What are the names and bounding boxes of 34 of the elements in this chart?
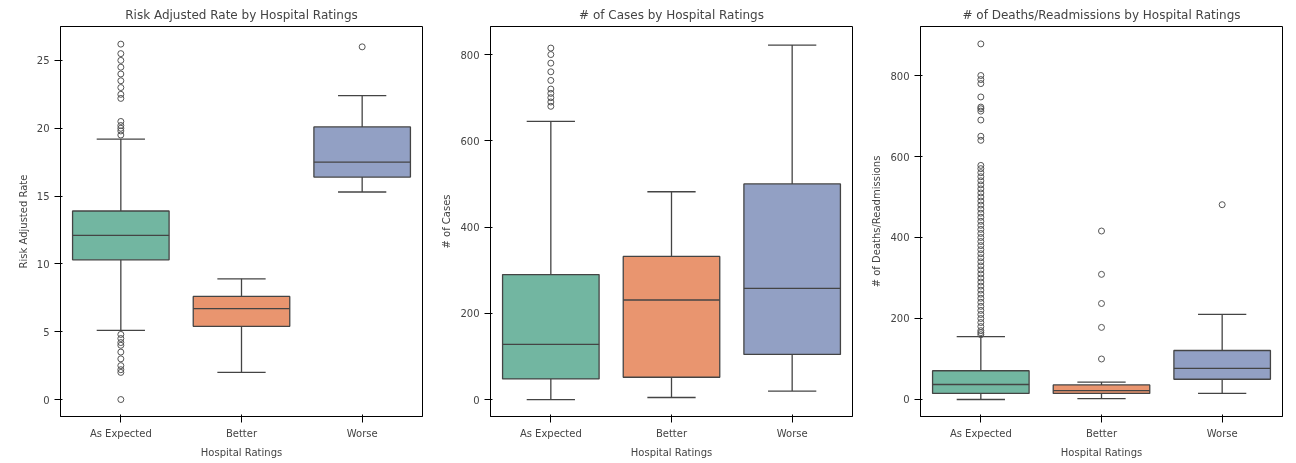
x-tick-label: Better [1085, 427, 1118, 439]
x-tick-label: Worse [1206, 427, 1238, 439]
y-tick-label: 10 [36, 258, 50, 270]
x-tick-label: Better [655, 427, 688, 439]
chart-title: # of Deaths/Readmissions by Hospital Ratings [962, 7, 1241, 22]
y-tick-label: 0 [43, 394, 50, 406]
x-tick-label: As Expected [519, 427, 582, 439]
chart-title: Risk Adjusted Rate by Hospital Ratings [125, 7, 358, 22]
x-axis-title: Hospital Ratings [1060, 446, 1143, 458]
x-tick-label: Worse [346, 427, 378, 439]
x-axis-title: Hospital Ratings [630, 446, 713, 458]
y-tick-label: 200 [460, 308, 480, 320]
y-tick-label: 20 [36, 123, 50, 135]
x-tick-label: Better [225, 427, 258, 439]
y-tick-label: 400 [460, 222, 480, 234]
x-tick-label: As Expected [949, 427, 1012, 439]
y-axis-title: # of Cases [441, 194, 453, 249]
x-axis-title: Hospital Ratings [200, 446, 283, 458]
y-tick-label: 0 [903, 394, 910, 406]
y-tick-label: 800 [460, 49, 480, 61]
y-tick-label: 200 [890, 313, 910, 325]
y-tick-label: 5 [43, 326, 50, 338]
y-tick-label: 0 [473, 394, 480, 406]
x-tick-label: Worse [776, 427, 808, 439]
y-tick-label: 15 [36, 191, 50, 203]
y-axis-title: # of Deaths/Readmissions [871, 155, 883, 288]
chart-title: # of Cases by Hospital Ratings [579, 7, 764, 22]
y-tick-label: 600 [890, 151, 910, 163]
y-tick-label: 600 [460, 135, 480, 147]
y-tick-label: 800 [890, 70, 910, 82]
y-tick-label: 400 [890, 232, 910, 244]
y-axis-title: Risk Adjusted Rate [17, 174, 29, 269]
x-tick-label: As Expected [89, 427, 152, 439]
y-tick-label: 25 [36, 55, 50, 67]
